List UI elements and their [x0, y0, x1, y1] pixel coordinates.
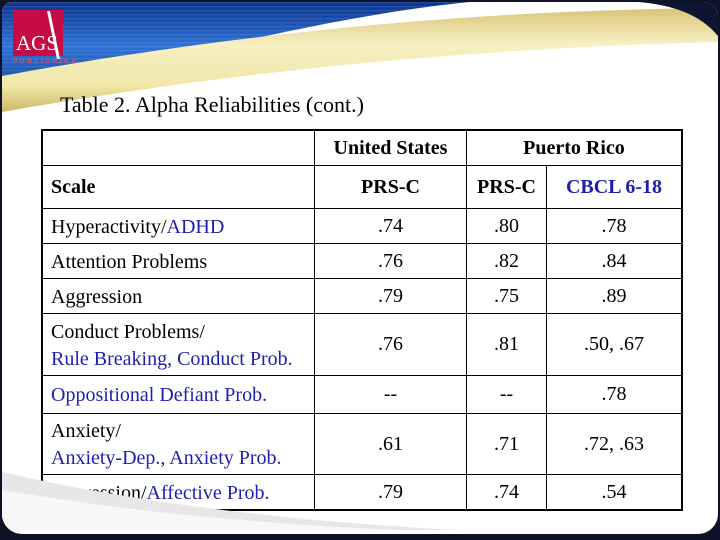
header-banner [2, 2, 718, 112]
scale-label-cell: Attention Problems [43, 244, 314, 278]
scale-label-part: Conduct Problems/ [51, 320, 205, 343]
group-header-united-states: United States [314, 131, 466, 165]
scale-label-part: Anxiety-Dep., Anxiety Prob. [51, 447, 282, 469]
banner-cream-swoosh [2, 8, 718, 112]
value-cell: .61 [314, 414, 466, 474]
value-cell: .54 [546, 475, 681, 509]
scale-label-cell: Anxiety/Anxiety-Dep., Anxiety Prob. [43, 414, 314, 474]
table-row: Aggression .79.75.89 [43, 278, 681, 313]
reliability-table: United States Puerto Rico Scale PRS-C PR… [41, 129, 683, 511]
scale-label-cell: Conduct Problems/Rule Breaking, Conduct … [43, 314, 314, 375]
table-row: Conduct Problems/Rule Breaking, Conduct … [43, 313, 681, 375]
scale-label-part: Affective Prob. [146, 481, 270, 504]
scale-label-part: Hyperactivity/ [51, 215, 167, 238]
value-cell: .78 [546, 376, 681, 413]
subheader-pr-cbcl: CBCL 6-18 [546, 166, 681, 208]
scale-label-part: Rule Breaking, Conduct Prob. [51, 347, 293, 370]
scale-label-part: Attention Problems [51, 250, 208, 273]
banner-corner-wedge [638, 2, 718, 36]
table-row: Oppositional Defiant Prob. -- -- .78 [43, 375, 681, 413]
table-row: Anxiety/Anxiety-Dep., Anxiety Prob. .61.7… [43, 413, 681, 474]
group-header-puerto-rico: Puerto Rico [466, 131, 681, 165]
bottom-swoosh [2, 472, 460, 530]
value-cell: -- [314, 376, 466, 413]
scale-label-part: Aggression [51, 285, 143, 308]
value-cell: .74 [314, 209, 466, 243]
ags-logo: AGS [13, 10, 73, 60]
banner-blue-stripes [2, 2, 470, 106]
bottom-swoosh-inner-arc [2, 490, 400, 530]
value-cell: .89 [546, 279, 681, 313]
scale-label-cell: Hyperactivity/ADHD [43, 209, 314, 243]
slide-panel: AGS PUBLISHING Table 2. Alpha Reliabilit… [2, 2, 718, 534]
subheader-us-prsc: PRS-C [314, 166, 466, 208]
value-cell: -- [466, 376, 546, 413]
table-row: Depression/Affective Prob..79.74.54 [43, 474, 681, 509]
ags-logo-mark: AGS [13, 10, 63, 59]
scale-label-cell: Aggression [43, 279, 314, 313]
value-cell: .74 [466, 475, 546, 509]
value-cell: .76 [314, 244, 466, 278]
reliability-table-body: Hyperactivity/ADHD .74.80.78 Attention Pro… [43, 208, 681, 509]
value-cell: .80 [466, 209, 546, 243]
value-cell: .79 [314, 279, 466, 313]
table-row: Attention Problems .76.82.84 [43, 243, 681, 278]
value-cell: .50, .67 [546, 314, 681, 375]
ags-logo-square [13, 10, 63, 56]
scale-header: Scale [51, 175, 96, 198]
value-cell: .82 [466, 244, 546, 278]
value-cell: .79 [314, 475, 466, 509]
value-cell: .81 [466, 314, 546, 375]
value-cell: .72, .63 [546, 414, 681, 474]
scale-label-part: ADHD [166, 215, 225, 238]
scale-label-cell: Oppositional Defiant Prob. [43, 376, 314, 413]
ags-logo-publisher: PUBLISHING [13, 58, 80, 65]
slide-title: Table 2. Alpha Reliabilities (cont.) [60, 92, 364, 117]
scale-label-part: Anxiety/ [51, 420, 121, 442]
ags-logo-diagonal [47, 11, 60, 59]
subheader-pr-prsc: PRS-C [466, 166, 546, 208]
value-cell: .71 [466, 414, 546, 474]
value-cell: .76 [314, 314, 466, 375]
value-cell: .84 [546, 244, 681, 278]
table-row: Hyperactivity/ADHD .74.80.78 [43, 208, 681, 243]
value-cell: .75 [466, 279, 546, 313]
value-cell: .78 [546, 209, 681, 243]
corner-cell [43, 131, 314, 165]
table-subheader-row: Scale PRS-C PRS-C CBCL 6-18 [43, 165, 681, 208]
ags-logo-text: AGS [16, 31, 58, 55]
table-group-header-row: United States Puerto Rico [43, 131, 681, 165]
scale-label-part: Oppositional Defiant Prob. [51, 384, 268, 406]
